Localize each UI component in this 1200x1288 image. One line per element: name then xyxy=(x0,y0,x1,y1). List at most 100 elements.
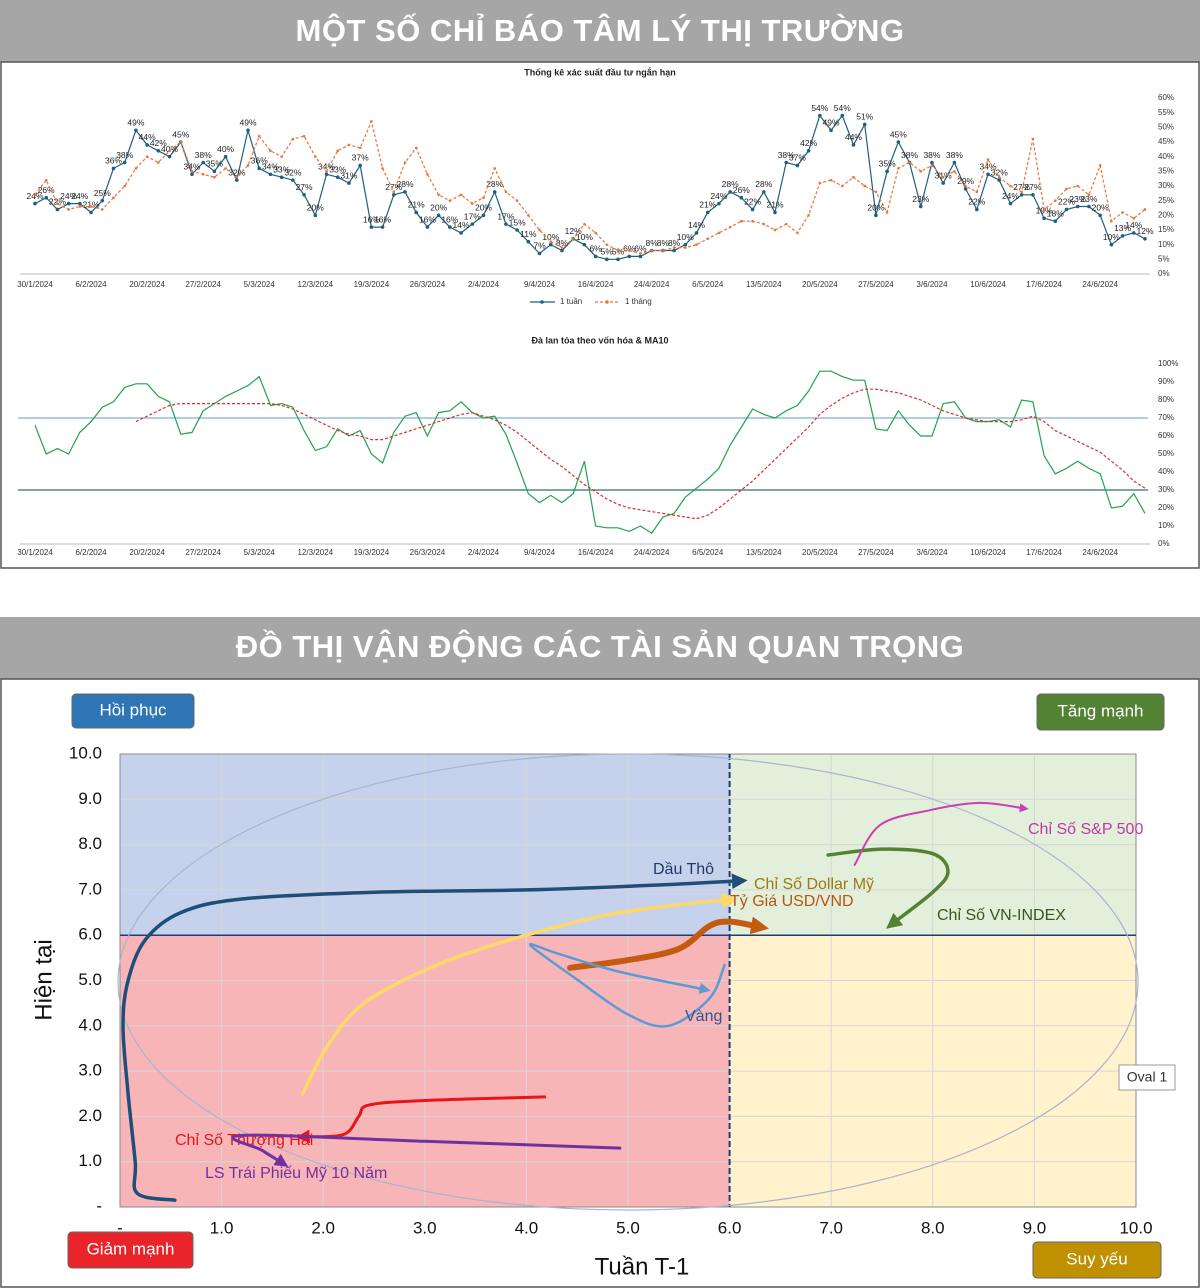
point xyxy=(302,193,306,197)
point xyxy=(1132,216,1136,220)
y-tick-label: 4.0 xyxy=(78,1015,102,1034)
x-tick-label: 27/5/2024 xyxy=(858,280,894,289)
point xyxy=(930,164,934,167)
x-tick-label: 2.0 xyxy=(311,1218,335,1237)
point xyxy=(212,169,217,174)
value-label: 24% xyxy=(60,191,77,201)
point xyxy=(279,175,284,179)
point xyxy=(784,222,788,226)
point xyxy=(1019,193,1024,197)
point xyxy=(941,181,945,185)
y-tick-label: 60% xyxy=(1158,93,1174,102)
value-label: 10% xyxy=(576,232,593,242)
value-label: 54% xyxy=(811,103,828,113)
point xyxy=(560,248,564,253)
point xyxy=(66,201,71,206)
value-label: 22% xyxy=(1058,197,1075,207)
point xyxy=(391,193,396,197)
point xyxy=(291,137,295,141)
point xyxy=(358,163,362,168)
value-label: 20% xyxy=(430,203,447,213)
value-label: 12% xyxy=(565,226,582,236)
point xyxy=(190,170,194,173)
point xyxy=(213,175,216,179)
point xyxy=(1053,219,1058,223)
value-label: 38% xyxy=(195,150,212,160)
quadrant-badge xyxy=(1032,1241,1162,1279)
value-label: 6% xyxy=(589,244,602,254)
point xyxy=(851,143,856,147)
value-label: 49% xyxy=(240,118,257,128)
point xyxy=(896,140,901,144)
y-tick-label: 80% xyxy=(1158,395,1174,404)
point xyxy=(78,205,82,208)
point xyxy=(493,167,496,170)
chart-title: Thống kê xác suất đầu tư ngắn hạn xyxy=(524,66,676,77)
point xyxy=(537,251,542,256)
point xyxy=(1143,237,1147,241)
point xyxy=(403,190,407,194)
banner xyxy=(0,617,1200,679)
value-label: 54% xyxy=(834,103,851,113)
point xyxy=(33,201,37,206)
series-label: Dầu Thô xyxy=(653,861,714,878)
value-label: 8% xyxy=(668,238,681,248)
value-label: 20% xyxy=(475,203,492,213)
x-tick-label: 27/2/2024 xyxy=(185,548,221,557)
x-tick-label: 26/3/2024 xyxy=(410,548,446,557)
value-label: 7% xyxy=(533,241,546,251)
value-label: 5% xyxy=(601,247,614,257)
point xyxy=(201,172,205,176)
y-tick-label: 10% xyxy=(1158,521,1174,530)
value-label: 20% xyxy=(867,203,884,213)
point xyxy=(89,205,93,208)
point xyxy=(964,184,967,188)
x-tick-label: 17/6/2024 xyxy=(1026,548,1062,557)
series-label: Chỉ Số S&P 500 xyxy=(1028,821,1143,838)
point xyxy=(538,228,541,232)
point xyxy=(751,219,754,223)
point xyxy=(482,196,485,200)
point xyxy=(1098,213,1102,218)
trajectory xyxy=(826,847,950,929)
point xyxy=(515,228,519,232)
value-label: 45% xyxy=(890,129,907,139)
value-label: 33% xyxy=(329,164,346,174)
point xyxy=(89,210,93,215)
x-tick-label: 16/4/2024 xyxy=(578,548,614,557)
quadrant-badge xyxy=(1036,693,1165,731)
value-label: 38% xyxy=(116,150,133,160)
series-line xyxy=(34,114,1146,260)
point xyxy=(257,134,261,138)
x-tick-label: 8.0 xyxy=(921,1218,945,1237)
value-label: 22% xyxy=(49,197,66,207)
value-label: 28% xyxy=(486,179,503,189)
point xyxy=(840,184,844,188)
value-label: 23% xyxy=(912,194,929,204)
point xyxy=(627,249,631,252)
point xyxy=(1087,204,1091,209)
point xyxy=(145,143,149,147)
point xyxy=(795,163,800,168)
y-tick-label: 45% xyxy=(1158,137,1174,146)
value-label: 21% xyxy=(766,200,783,210)
x-tick-label: 19/3/2024 xyxy=(354,280,390,289)
value-label: 16% xyxy=(363,214,380,224)
quadrant-label: Suy yếu xyxy=(1066,1249,1127,1268)
y-axis-title: Hiện tại xyxy=(30,939,57,1020)
point xyxy=(1031,193,1035,197)
point xyxy=(885,211,889,214)
point xyxy=(548,242,553,247)
point xyxy=(168,149,171,153)
value-label: 17% xyxy=(464,211,481,221)
point xyxy=(560,246,564,249)
x-tick-label: 24/4/2024 xyxy=(634,280,670,289)
quadrant-label: Tăng mạnh xyxy=(1058,701,1144,720)
trajectory xyxy=(301,892,738,1096)
point xyxy=(684,246,687,249)
point xyxy=(426,172,429,176)
point xyxy=(650,249,653,252)
point xyxy=(582,242,587,247)
y-tick-label: 7.0 xyxy=(78,879,102,898)
value-label: 23% xyxy=(1069,194,1086,204)
